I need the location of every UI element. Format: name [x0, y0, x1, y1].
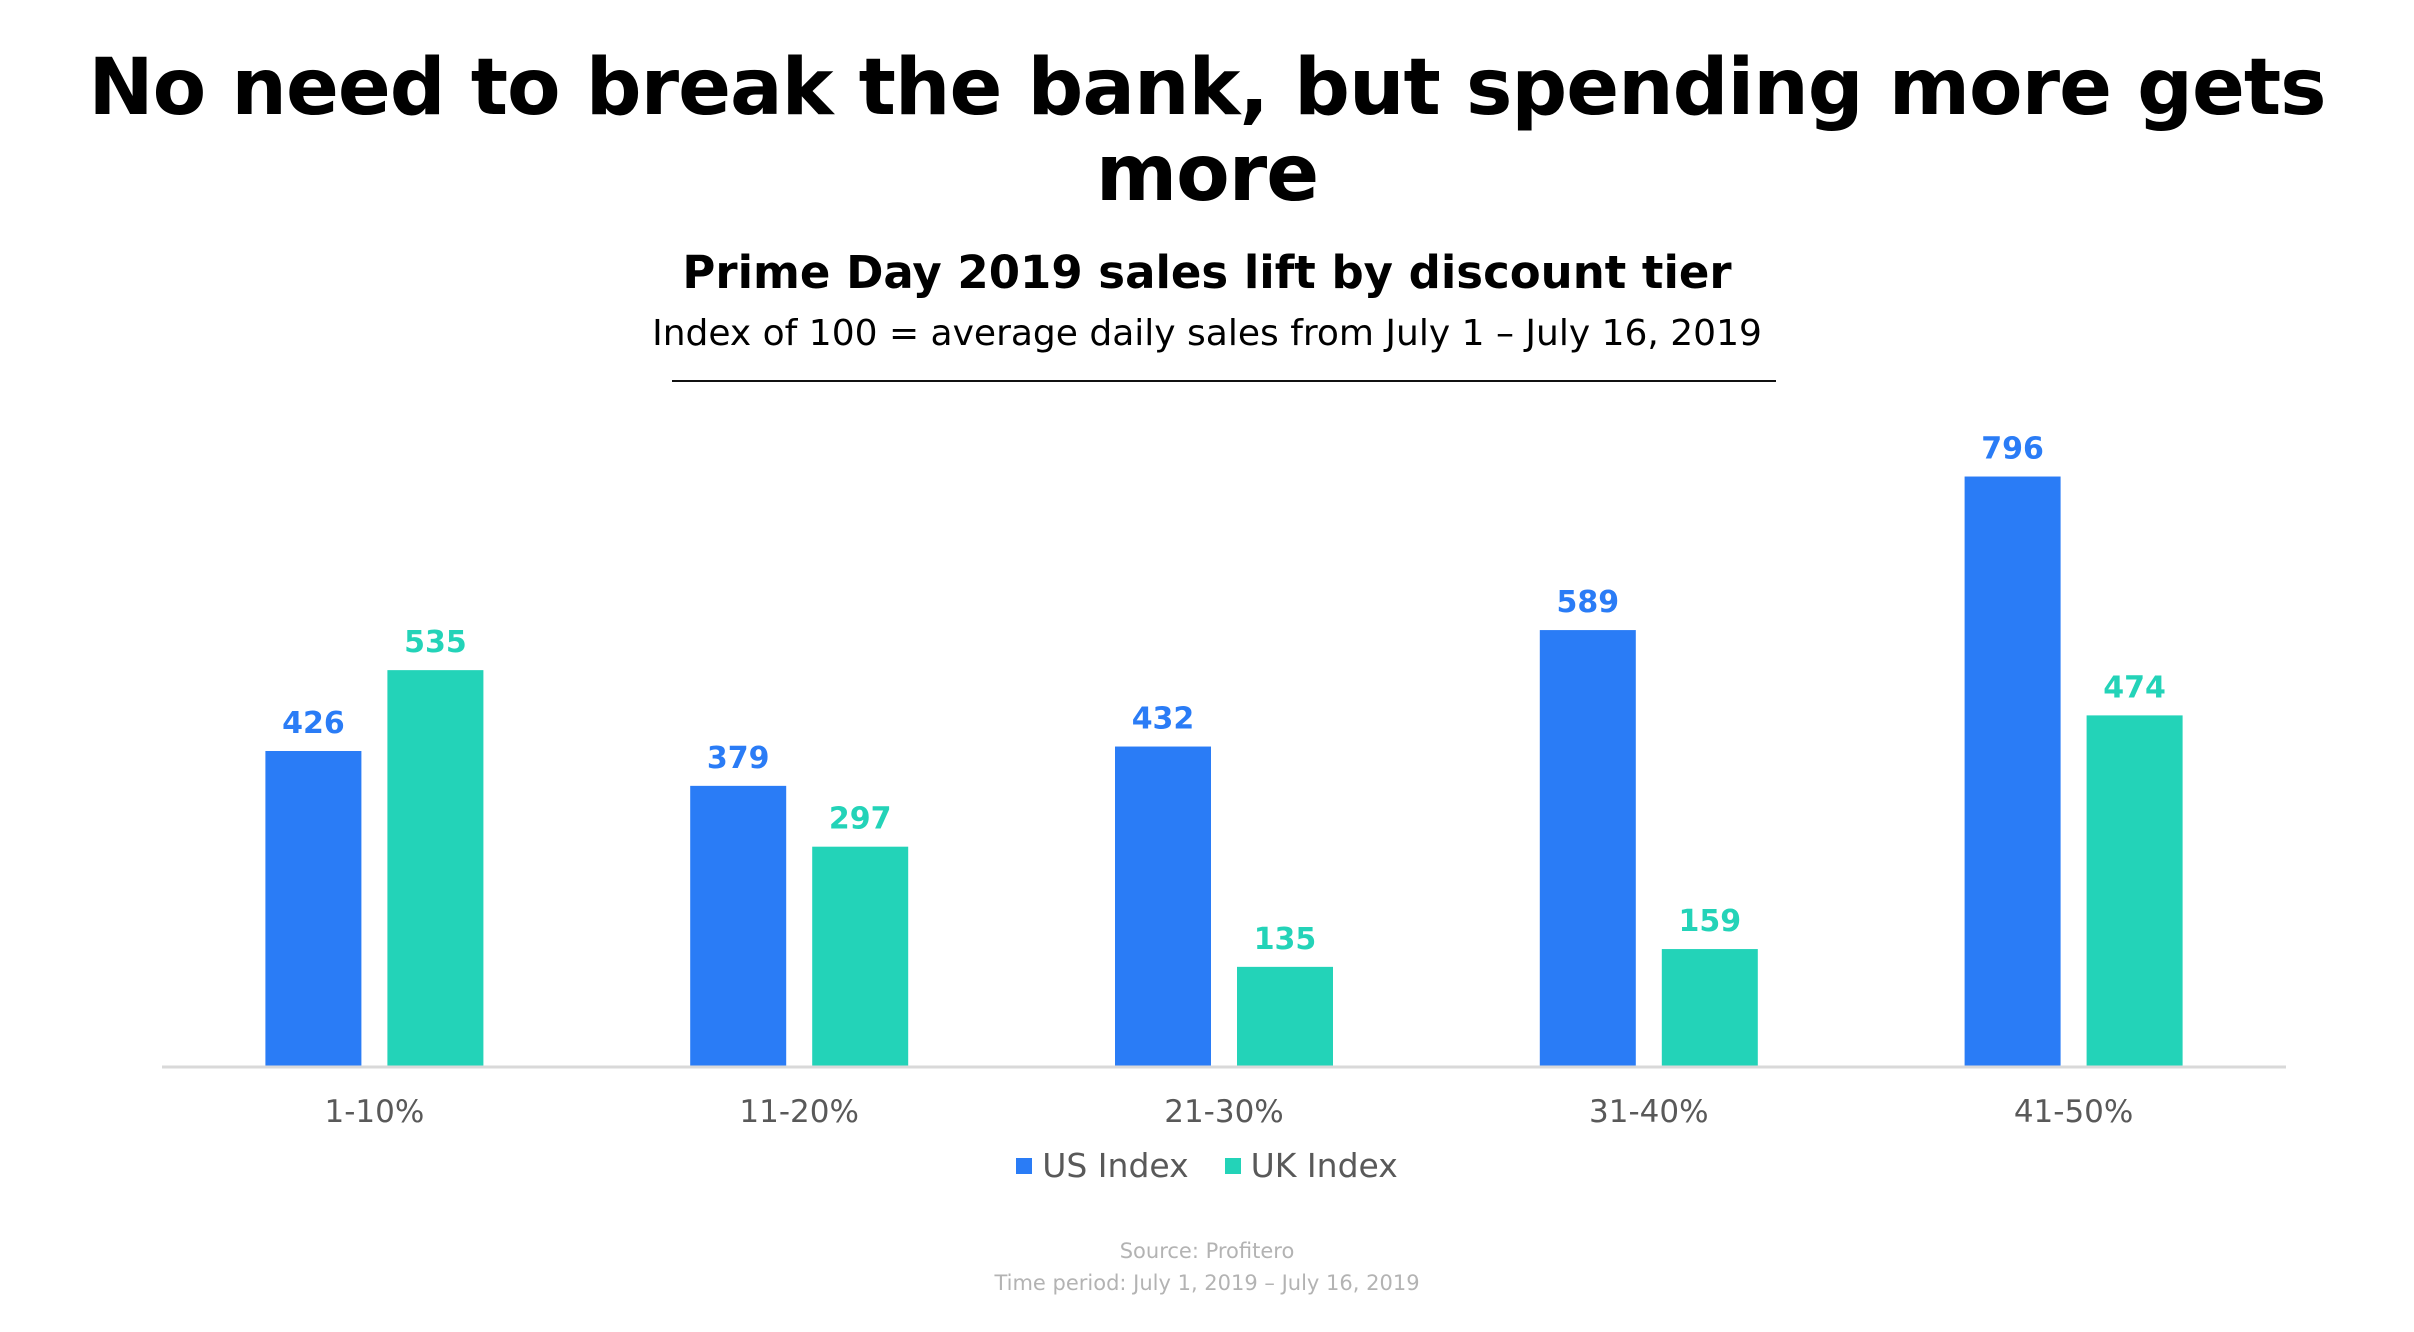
bar-uk-1 — [387, 670, 484, 1067]
x-tick-label-2: 11-20% — [739, 1094, 859, 1130]
data-label-uk-5: 474 — [2103, 670, 2166, 705]
source-note: Source: Profitero Time period: July 1, 2… — [0, 1236, 2414, 1299]
source-text: Source: Profitero — [1119, 1239, 1295, 1263]
bar-us-2 — [690, 785, 787, 1067]
data-label-us-4: 589 — [1556, 585, 1619, 620]
bar-uk-4 — [1661, 949, 1758, 1067]
bar-uk-2 — [812, 846, 909, 1067]
legend-label-us: US Index — [1042, 1146, 1189, 1185]
legend-swatch-us — [1016, 1157, 1033, 1174]
data-label-uk-1: 535 — [404, 625, 467, 660]
bar-uk-3 — [1237, 966, 1333, 1067]
chart-title: Prime Day 2019 sales lift by discount ti… — [682, 246, 1732, 299]
time-period-text: Time period: July 1, 2019 – July 16, 201… — [994, 1270, 1420, 1295]
bar-us-1 — [265, 750, 362, 1067]
bar-us-4 — [1539, 630, 1636, 1067]
data-label-uk-2: 297 — [829, 802, 892, 837]
legend: US Index UK Index — [0, 1146, 2414, 1185]
bar-uk-5 — [2086, 715, 2183, 1067]
data-label-us-5: 796 — [1981, 432, 2044, 467]
title-underline — [672, 380, 1776, 382]
legend-swatch-uk — [1224, 1157, 1241, 1174]
chart-subtitle: Index of 100 = average daily sales from … — [652, 313, 1762, 354]
bar-us-5 — [1964, 476, 2061, 1067]
legend-label-uk: UK Index — [1250, 1146, 1398, 1185]
x-tick-label-5: 41-50% — [2014, 1094, 2134, 1130]
legend-item-us: US Index — [1016, 1146, 1189, 1185]
x-tick-label-3: 21-30% — [1164, 1094, 1284, 1130]
bar-us-3 — [1115, 746, 1211, 1067]
data-label-us-3: 432 — [1132, 702, 1195, 737]
legend-item-uk: UK Index — [1224, 1146, 1398, 1185]
x-tick-label-1: 1-10% — [324, 1094, 424, 1130]
x-tick-label-4: 31-40% — [1589, 1094, 1709, 1130]
data-label-us-1: 426 — [282, 706, 345, 741]
data-label-uk-3: 135 — [1254, 922, 1317, 957]
headline: No need to break the bank, but spending … — [88, 43, 2326, 219]
data-label-uk-4: 159 — [1678, 904, 1741, 939]
data-label-us-2: 379 — [707, 741, 770, 776]
